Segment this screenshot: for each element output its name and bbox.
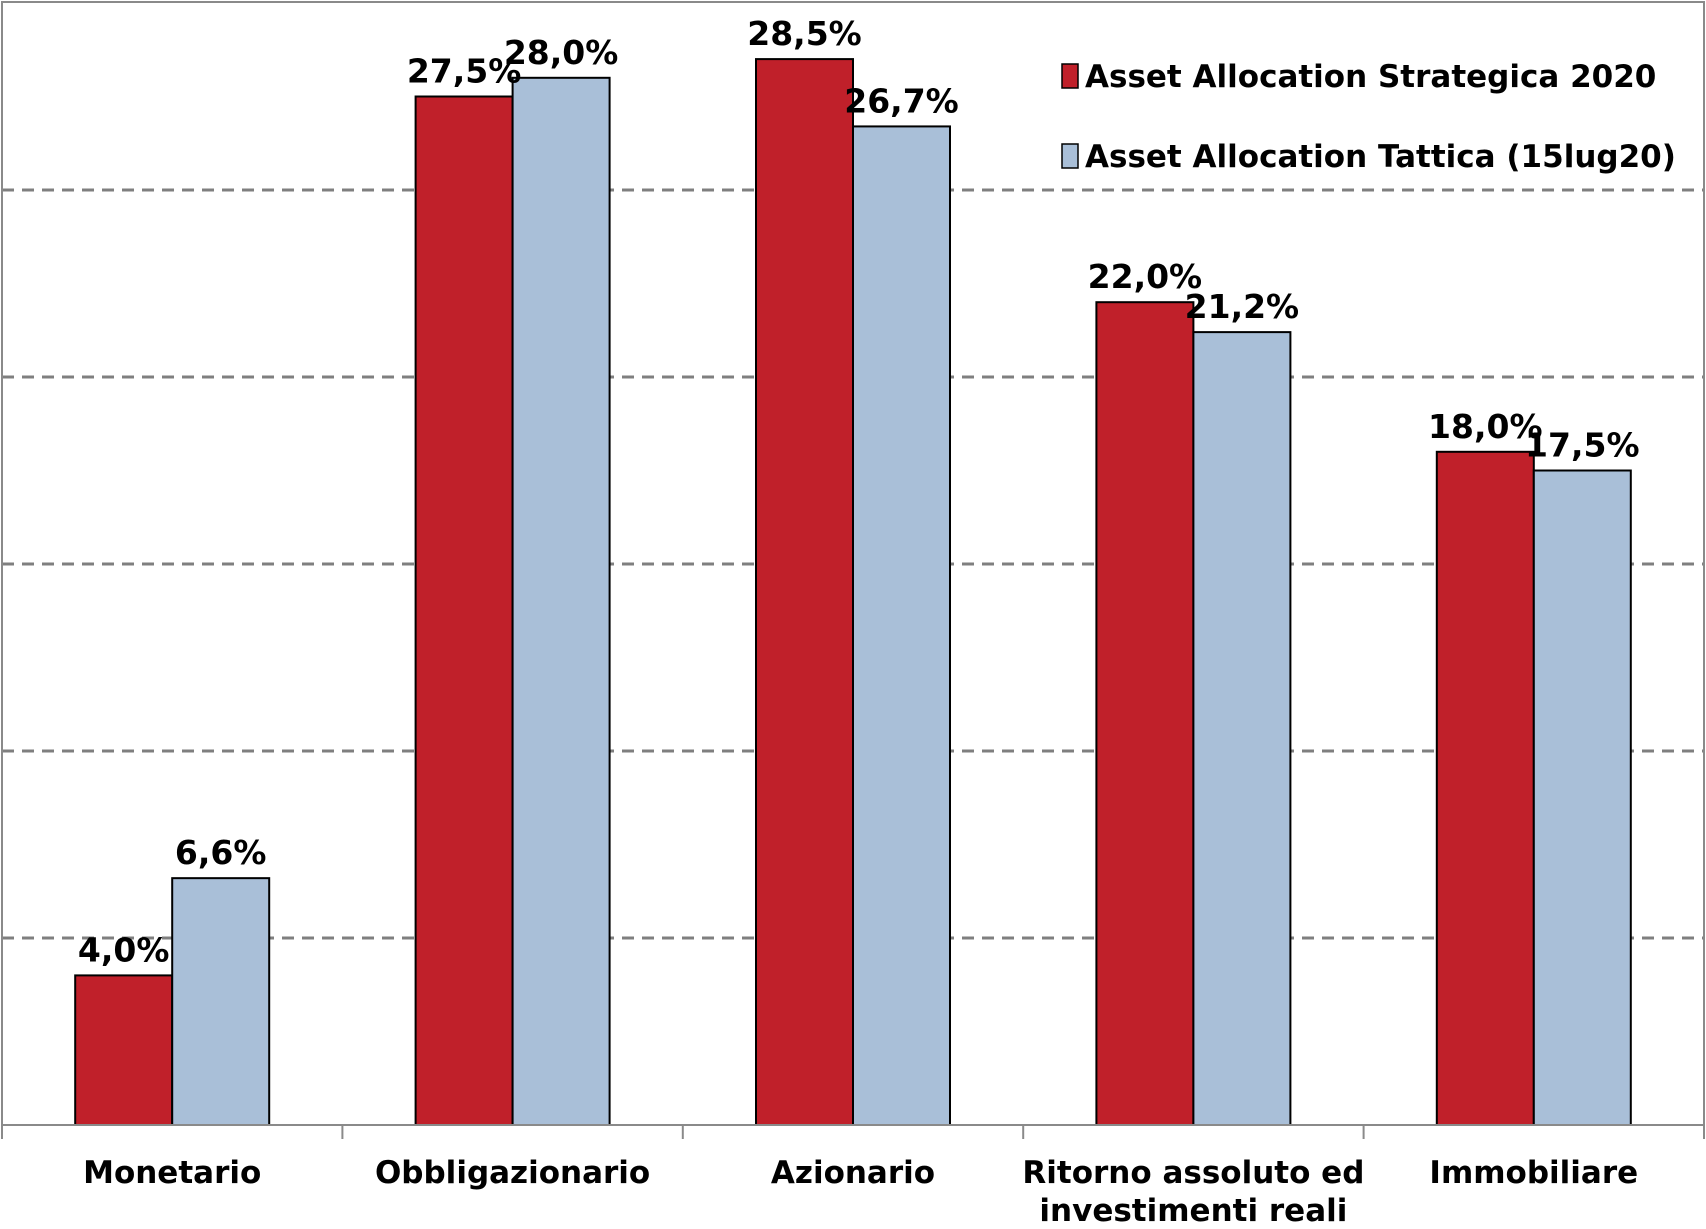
data-label-ritorno-assoluto-ed-investimenti-reali-series-1: 22,0% <box>1088 257 1203 296</box>
category-label-ritorno-assoluto-ed-investimenti-reali: Ritorno assoluto ed investimenti reali <box>1022 1155 1364 1229</box>
category-label-immobiliare: Immobiliare <box>1429 1155 1638 1191</box>
data-label-immobiliare-series-2: 17,5% <box>1525 426 1640 465</box>
data-label-azionario-series-1: 28,5% <box>747 14 862 53</box>
bar-immobiliare-series-2 <box>1532 469 1632 1126</box>
bars <box>74 58 1632 1127</box>
legend-swatch-series-1 <box>1061 63 1079 89</box>
bar-monetario-series-2 <box>171 877 271 1126</box>
legend-swatch-series-2 <box>1061 143 1079 169</box>
bar-azionario-series-1 <box>755 58 854 1127</box>
category-label-monetario: Monetario <box>83 1155 261 1191</box>
data-label-monetario-series-2: 6,6% <box>175 833 267 872</box>
bar-obbligazionario-series-2 <box>511 76 611 1126</box>
legend-label-series-2: Asset Allocation Tattica (15lug20) <box>1085 139 1676 175</box>
legend-label-series-1: Asset Allocation Strategica 2020 <box>1085 59 1656 95</box>
data-label-obbligazionario-series-2: 28,0% <box>504 33 619 72</box>
data-label-azionario-series-2: 26,7% <box>844 81 959 120</box>
category-label-obbligazionario: Obbligazionario <box>375 1155 650 1191</box>
legend: Asset Allocation Strategica 2020 Asset Al… <box>1061 59 1676 175</box>
bar-monetario-series-1 <box>74 974 174 1127</box>
data-label-immobiliare-series-1: 18,0% <box>1428 407 1543 446</box>
plot-frame <box>1 1 1705 1139</box>
bar-azionario-series-2 <box>852 125 951 1127</box>
data-labels: 4,0% 6,6% 27,5%28,0% 28,5% 26,7% 22,0%21,2% 18… <box>78 14 1640 969</box>
data-label-monetario-series-1: 4,0% <box>78 930 170 969</box>
category-labels: Monetario Obbligazionario Azionario Ritorno… <box>83 1155 1638 1229</box>
data-label-ritorno-assoluto-ed-investimenti-reali-series-2: 21,2% <box>1185 287 1300 326</box>
bar-obbligazionario-series-1 <box>414 95 514 1126</box>
bar-ritorno-assoluto-ed-investimenti-reali-series-1 <box>1095 301 1195 1126</box>
category-label-azionario: Azionario <box>771 1155 935 1191</box>
data-label-obbligazionario-series-1: 27,5% <box>407 52 522 91</box>
bar-immobiliare-series-1 <box>1435 450 1535 1126</box>
bar-ritorno-assoluto-ed-investimenti-reali-series-2 <box>1192 331 1292 1126</box>
